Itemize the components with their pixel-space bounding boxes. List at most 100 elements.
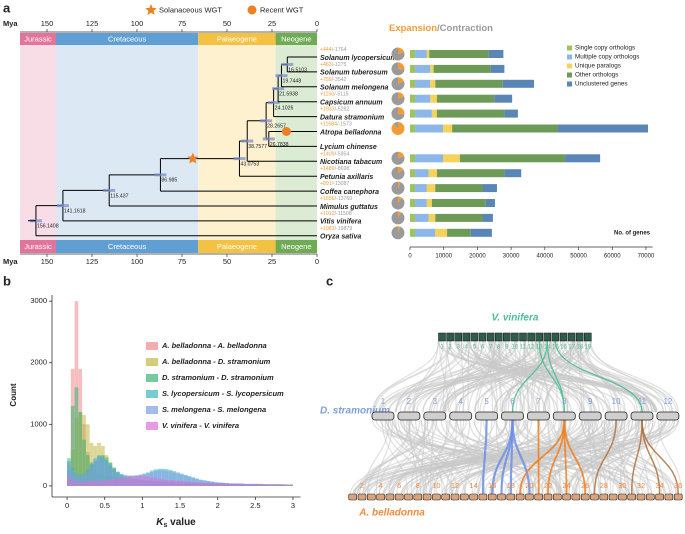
bar-segment xyxy=(410,154,416,163)
node-interval xyxy=(281,62,294,66)
chromosome-label: 34 xyxy=(655,481,663,490)
legend-swatch xyxy=(146,374,158,382)
contraction-label: /-5954 xyxy=(335,152,350,158)
change-label: +463/-1275 xyxy=(320,62,347,68)
x-tick-label: 125 xyxy=(86,19,99,28)
synteny-link xyxy=(403,340,562,413)
node-interval xyxy=(233,157,246,161)
bar-segment xyxy=(428,213,436,222)
chromosome xyxy=(423,411,447,421)
bar-segment xyxy=(410,109,416,118)
histogram-bar xyxy=(93,460,98,486)
period-name: Palaeogene xyxy=(217,242,257,251)
histogram-bar xyxy=(70,480,75,486)
legend-label: S. melongena - S. melongena xyxy=(162,405,266,414)
synteny-link xyxy=(367,419,421,495)
histogram-bar xyxy=(82,439,86,486)
histogram-bar xyxy=(97,480,101,486)
histogram-bar xyxy=(266,484,271,486)
histogram-bar xyxy=(221,483,226,486)
contraction-label: /-13087 xyxy=(332,181,350,187)
tree: 156.1408 141.1618 115.437 86.985 43.0753 38.7… xyxy=(27,56,317,237)
histogram-bar xyxy=(274,484,278,486)
chromosome xyxy=(450,493,460,501)
histogram-bar xyxy=(82,474,86,486)
synteny-link xyxy=(489,340,583,413)
bar-segment xyxy=(490,64,505,73)
synteny-link xyxy=(411,419,510,495)
synteny-link xyxy=(584,340,673,413)
bar-segment xyxy=(436,169,505,178)
expansion-label: +1933 xyxy=(320,107,335,113)
x-tick-label: 150 xyxy=(41,257,54,266)
period-header xyxy=(198,240,276,253)
histogram-bar xyxy=(172,472,177,486)
synteny-link xyxy=(375,419,394,495)
bar-segment xyxy=(430,64,434,73)
x-tick-label: 150 xyxy=(41,19,54,28)
change-label: +1489/-8698 xyxy=(320,167,349,173)
bar-segment xyxy=(410,184,416,193)
chromosome xyxy=(552,411,576,421)
node-age: 21.5938 xyxy=(279,92,298,98)
chromosome xyxy=(487,493,497,501)
chromosome xyxy=(584,332,592,342)
synteny-link xyxy=(481,419,488,495)
histogram-bar xyxy=(146,476,150,486)
bar-segment xyxy=(410,169,416,178)
node-interval xyxy=(272,87,285,91)
y-tick-label: 2000 xyxy=(30,358,47,367)
x-tick-label: 0.5 xyxy=(99,501,109,510)
period-layer: Jurassic Jurassic Cretaceous Cretaceous Pala… xyxy=(20,33,317,253)
contraction-label: /-5282 xyxy=(335,107,350,113)
histogram-bar xyxy=(112,479,117,486)
histogram-bar xyxy=(183,481,188,486)
chromosome xyxy=(475,411,499,421)
chromosome xyxy=(413,493,423,501)
bar-segment xyxy=(415,199,427,207)
legend-label: Other orthologs xyxy=(575,72,618,79)
histogram-bar xyxy=(78,481,83,486)
expansion-label: +1150 xyxy=(320,92,334,98)
chromosome xyxy=(655,493,664,501)
histogram-bar xyxy=(93,480,98,486)
synteny-link xyxy=(588,419,654,495)
synteny-link xyxy=(426,419,443,495)
node-interval xyxy=(241,139,254,143)
synteny-link xyxy=(544,340,573,413)
chromosome xyxy=(469,493,478,501)
chromosome xyxy=(608,493,618,501)
histogram-bar xyxy=(251,484,256,486)
change-label: +789/-3542 xyxy=(320,77,347,83)
synteny-link xyxy=(630,419,643,495)
histogram-bar xyxy=(123,477,128,486)
histogram-bar xyxy=(74,481,79,486)
histogram-bar xyxy=(161,470,165,486)
period-name: Neogene xyxy=(281,34,311,43)
synteny-link xyxy=(589,340,679,413)
period-header xyxy=(275,240,317,253)
synteny-link xyxy=(383,419,577,495)
chromosome xyxy=(511,332,519,342)
histogram-bar xyxy=(100,480,105,486)
legend-swatch xyxy=(146,358,158,366)
histogram-bar xyxy=(78,412,83,486)
species-name: Coffea canephora xyxy=(320,189,379,196)
change-label: +11684/-1573 xyxy=(320,122,352,128)
bar-segment xyxy=(415,64,431,73)
chromosome-label: 24 xyxy=(562,481,570,490)
legend-label: Recent WGT xyxy=(260,5,304,14)
period-header xyxy=(20,33,56,45)
legend-label: A. belladonna - A. belladonna xyxy=(161,341,267,350)
bar-segment xyxy=(415,94,431,103)
histogram-bar xyxy=(104,462,109,486)
expansion-label: +11684 xyxy=(320,122,337,128)
node-age: 28.2657 xyxy=(267,124,286,130)
synteny-link xyxy=(511,419,531,495)
bar-segment xyxy=(488,50,504,58)
histogram-bar xyxy=(89,481,94,486)
synteny-link xyxy=(519,419,566,495)
species-name: Atropa belladonna xyxy=(319,129,382,136)
chromosome xyxy=(385,493,395,501)
contraction-label: /-1275 xyxy=(332,62,347,68)
